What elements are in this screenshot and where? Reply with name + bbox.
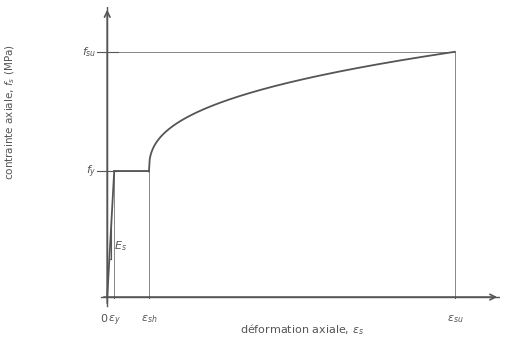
Text: contrainte axiale, $f_s$ (MPa): contrainte axiale, $f_s$ (MPa) bbox=[3, 44, 17, 179]
Text: déformation axiale, $\epsilon_s$: déformation axiale, $\epsilon_s$ bbox=[240, 323, 364, 337]
Text: $E_s$: $E_s$ bbox=[114, 239, 126, 253]
Text: 0: 0 bbox=[100, 314, 107, 324]
Text: $\epsilon_{su}$: $\epsilon_{su}$ bbox=[447, 314, 463, 325]
Text: $f_y$: $f_y$ bbox=[86, 163, 97, 180]
Text: $\epsilon_{sh}$: $\epsilon_{sh}$ bbox=[141, 314, 157, 325]
Text: $f_{su}$: $f_{su}$ bbox=[82, 45, 97, 59]
Text: $\epsilon_y$: $\epsilon_y$ bbox=[108, 314, 121, 328]
